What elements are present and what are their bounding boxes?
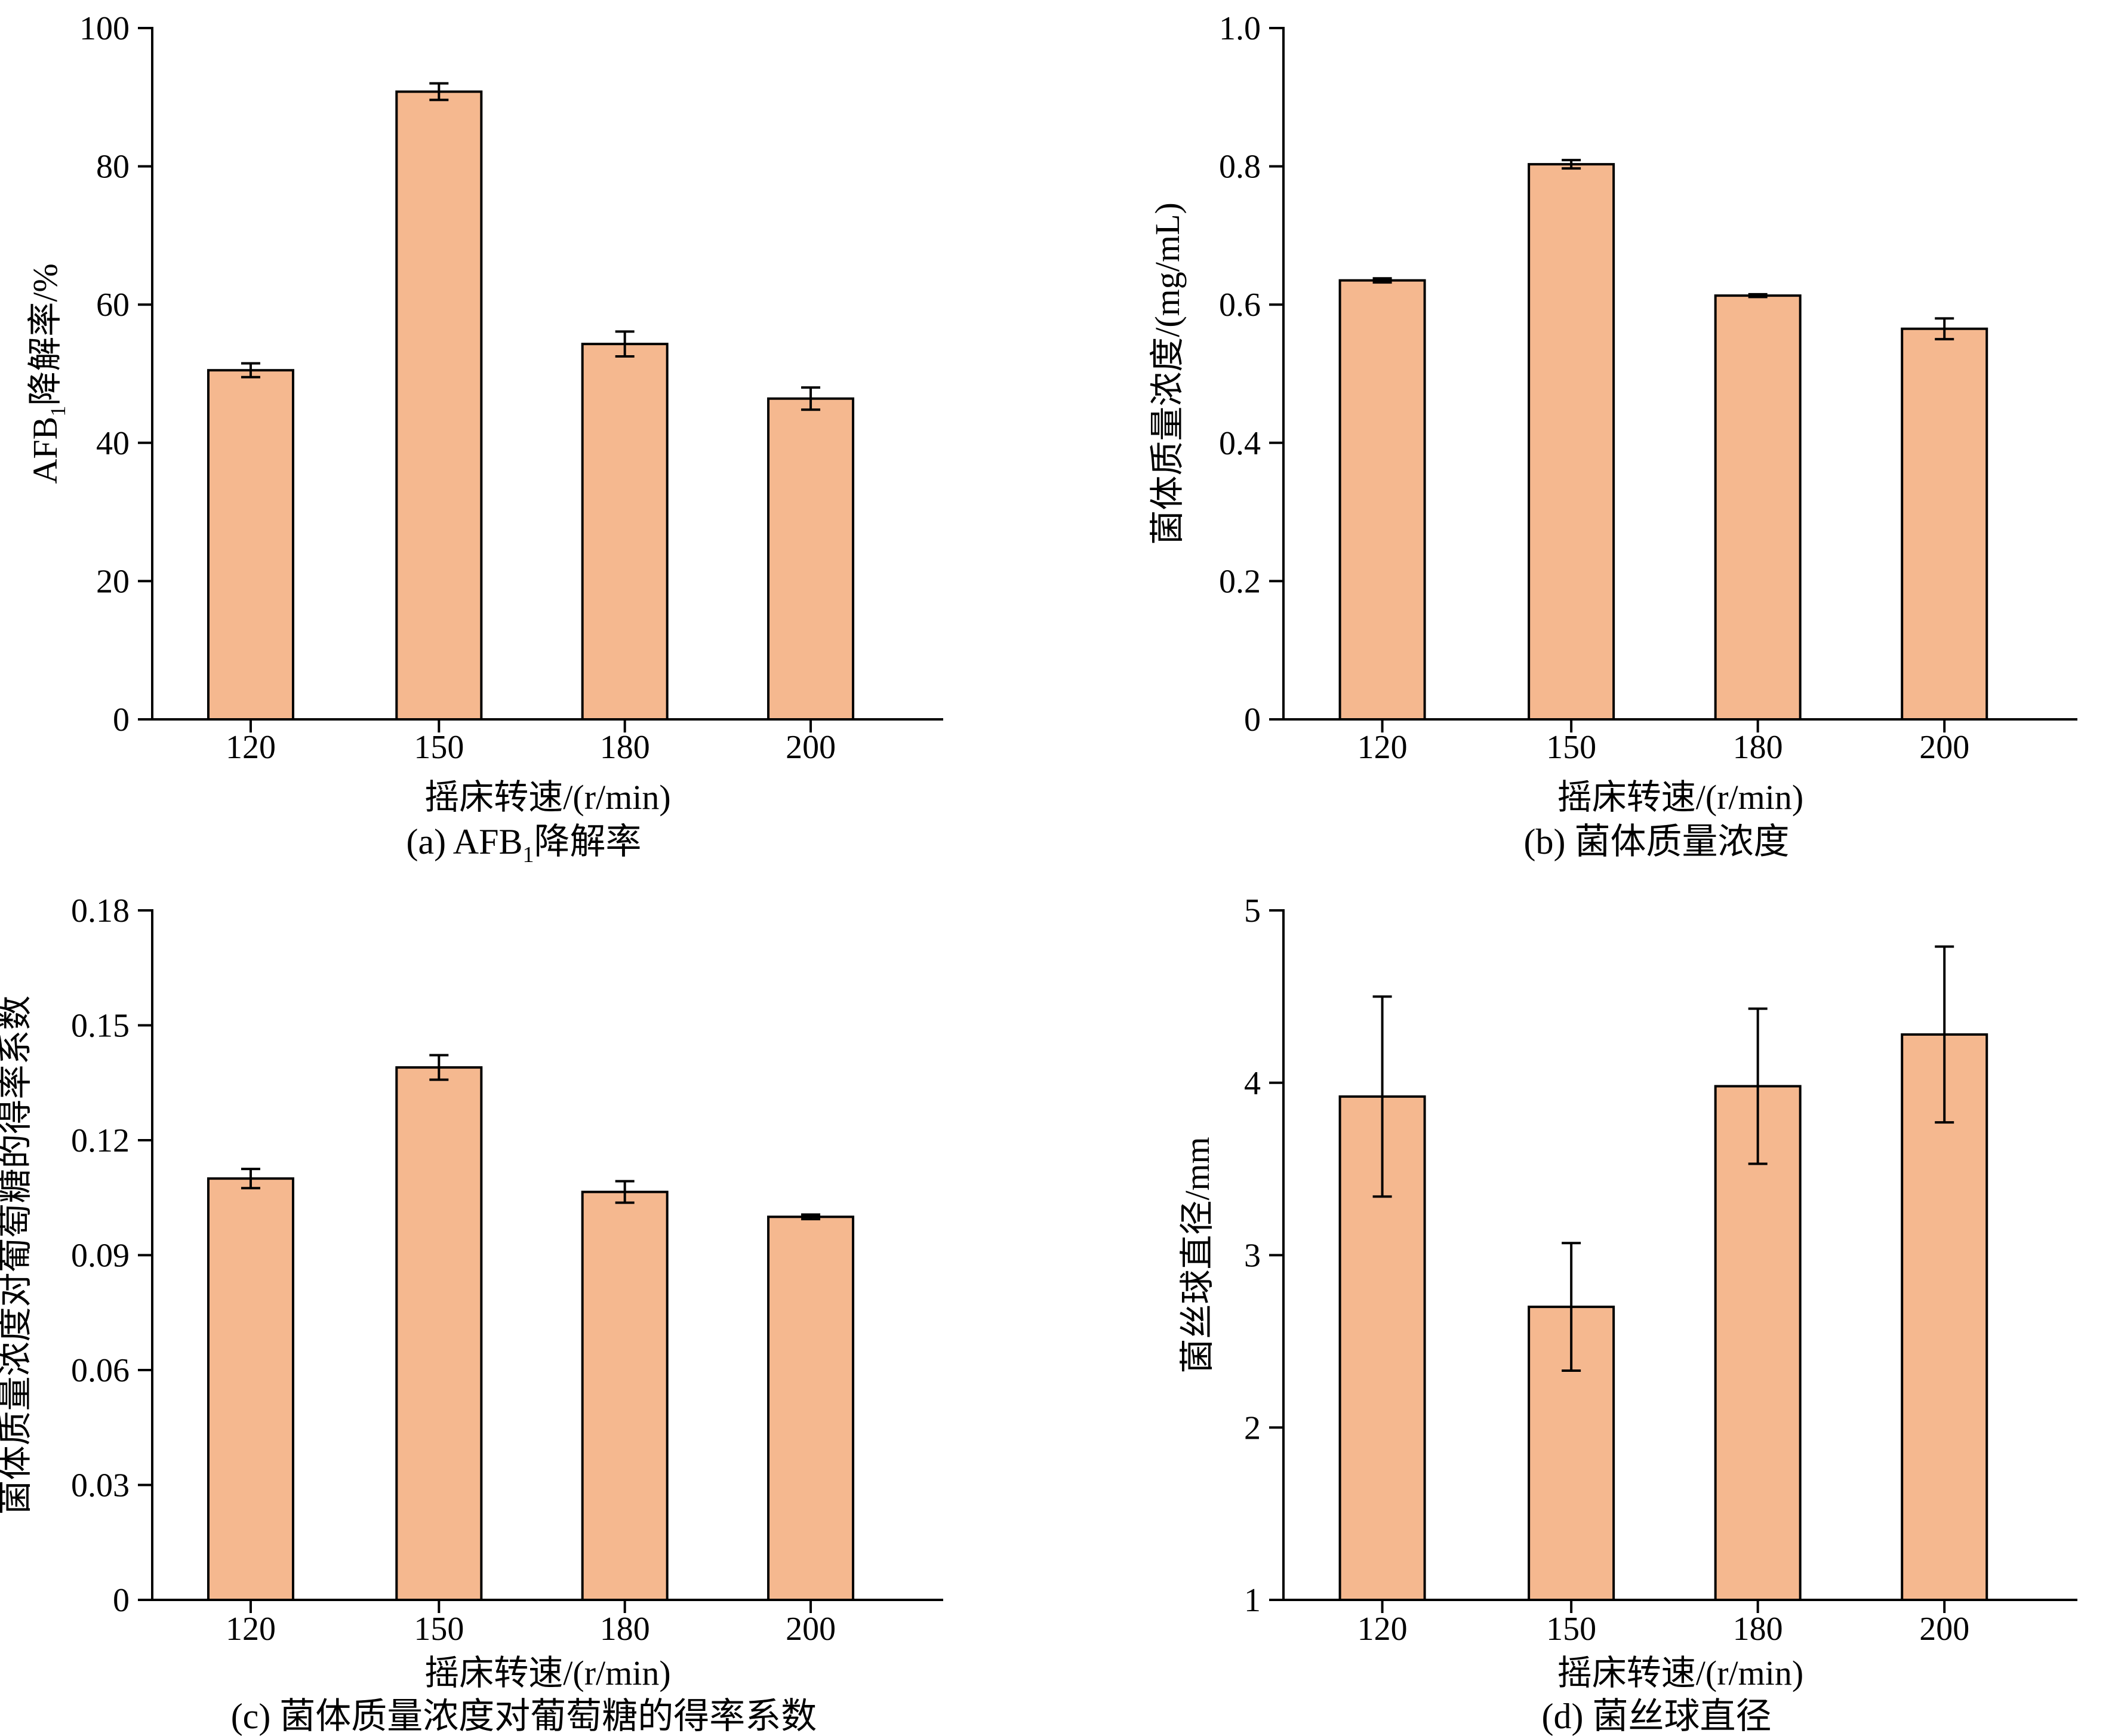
- y-tick-label: 1.0: [1219, 10, 1261, 47]
- x-tick-label: 150: [1546, 1611, 1596, 1648]
- y-tick-label: 0.18: [71, 892, 130, 929]
- x-tick-label: 200: [786, 729, 836, 766]
- error-bar-150: [429, 82, 449, 101]
- bar-200: [767, 1215, 855, 1602]
- x-tick-label: 120: [226, 1611, 276, 1648]
- panel-b: 0 0.2 0.4 0.6 0.8 1.0 120 150 180 200 摇床转速/(r/min)…: [1148, 10, 2077, 861]
- x-axis-label: 摇床转速/(r/min): [424, 1654, 670, 1692]
- x-tick-label: 150: [1546, 729, 1596, 766]
- x-tick-label: 180: [1733, 729, 1783, 766]
- y-tick-label: 4: [1244, 1065, 1261, 1102]
- y-tick-label: 0.12: [71, 1122, 130, 1159]
- x-tick-label: 200: [786, 1611, 836, 1648]
- error-bar-200: [801, 1213, 821, 1221]
- y-tick-label: 80: [96, 149, 130, 186]
- y-tick-label: 0.09: [71, 1238, 130, 1275]
- error-bar-120: [241, 1168, 260, 1190]
- bar-200: [1901, 327, 1988, 721]
- error-bar-180: [615, 330, 635, 358]
- y-tick-label: 0: [113, 1582, 130, 1619]
- x-tick-label: 150: [414, 729, 464, 766]
- error-bar-120: [1372, 277, 1392, 284]
- panel-caption: (c) 菌体质量浓度对葡萄糖的得率系数: [231, 1697, 817, 1736]
- bar-200: [1901, 1033, 1988, 1601]
- bar-120: [207, 1177, 294, 1601]
- y-tick-label: 0: [113, 701, 130, 738]
- panel-caption: (a) AFB1降解率: [407, 822, 642, 867]
- error-bar-200: [1935, 317, 1954, 341]
- y-tick-label: 3: [1244, 1238, 1261, 1275]
- x-axis-label: 摇床转速/(r/min): [1557, 1654, 1803, 1692]
- y-tick-label: 20: [96, 563, 130, 600]
- bar-200: [767, 397, 855, 721]
- x-tick-label: 180: [600, 1611, 650, 1648]
- bar-120: [207, 369, 294, 721]
- y-axis-label: 菌体质量浓度/(mg/mL): [1148, 202, 1187, 545]
- error-bar-150: [1562, 1242, 1581, 1372]
- x-tick-label: 180: [600, 729, 650, 766]
- error-bar-120: [1372, 995, 1392, 1198]
- y-tick-label: 60: [96, 287, 130, 324]
- x-tick-label: 150: [414, 1611, 464, 1648]
- y-tick-label: 0.4: [1219, 425, 1261, 462]
- bar-180: [581, 343, 669, 721]
- bar-150: [395, 1066, 483, 1602]
- y-tick-label: 0.2: [1219, 563, 1261, 600]
- error-bar-150: [429, 1054, 449, 1081]
- error-bar-120: [241, 362, 260, 378]
- x-tick-label: 200: [1919, 1611, 1969, 1648]
- y-tick-label: 0.6: [1219, 287, 1261, 324]
- y-tick-label: 0.06: [71, 1352, 130, 1389]
- y-tick-label: 2: [1244, 1409, 1261, 1446]
- x-tick-label: 180: [1733, 1611, 1783, 1648]
- x-tick-label: 120: [1357, 729, 1408, 766]
- x-axis-label: 摇床转速/(r/min): [1557, 778, 1803, 817]
- y-tick-label: 40: [96, 425, 130, 462]
- y-tick-label: 0.8: [1219, 149, 1261, 186]
- error-bar-200: [801, 386, 821, 411]
- error-bar-150: [1562, 159, 1581, 170]
- y-tick-label: 5: [1244, 892, 1261, 929]
- bar-150: [395, 90, 483, 721]
- panel-caption: (d) 菌丝球直径: [1542, 1697, 1772, 1736]
- error-bar-180: [1748, 1007, 1768, 1165]
- bar-180: [581, 1190, 669, 1601]
- y-axis-label: 菌体质量浓度对葡萄糖的得率系数: [0, 995, 35, 1515]
- x-tick-label: 200: [1919, 729, 1969, 766]
- x-axis-label: 摇床转速/(r/min): [424, 778, 670, 817]
- panel-a: 0 20 40 60 80 100 120 150 180 200 摇床转速/(r/min) AFB1…: [26, 10, 943, 867]
- y-tick-label: 1: [1244, 1582, 1261, 1619]
- y-axis-label: 菌丝球直径/mm: [1178, 1137, 1217, 1373]
- y-tick-label: 100: [79, 10, 130, 47]
- bar-150: [1528, 163, 1615, 721]
- panel-c: 0 0.03 0.06 0.09 0.12 0.15 0.18 120 150 180 200 摇床转…: [0, 892, 943, 1736]
- y-tick-label: 0.03: [71, 1467, 130, 1504]
- bar-120: [1338, 279, 1426, 721]
- error-bar-180: [615, 1180, 635, 1204]
- bar-180: [1714, 294, 1802, 721]
- x-tick-label: 120: [226, 729, 276, 766]
- y-axis-label: AFB1降解率/%: [26, 263, 70, 484]
- bar-180: [1714, 1085, 1802, 1601]
- panel-caption: (b) 菌体质量浓度: [1524, 822, 1790, 861]
- error-bar-200: [1935, 945, 1954, 1124]
- y-tick-label: 0: [1244, 701, 1261, 738]
- panel-d: 1 2 3 4 5 120 150 180 200 摇床转速/(r/min) 菌丝球直径/mm (d)…: [1178, 892, 2077, 1736]
- x-tick-label: 120: [1357, 1611, 1408, 1648]
- error-bar-180: [1748, 293, 1768, 298]
- y-tick-label: 0.15: [71, 1008, 130, 1045]
